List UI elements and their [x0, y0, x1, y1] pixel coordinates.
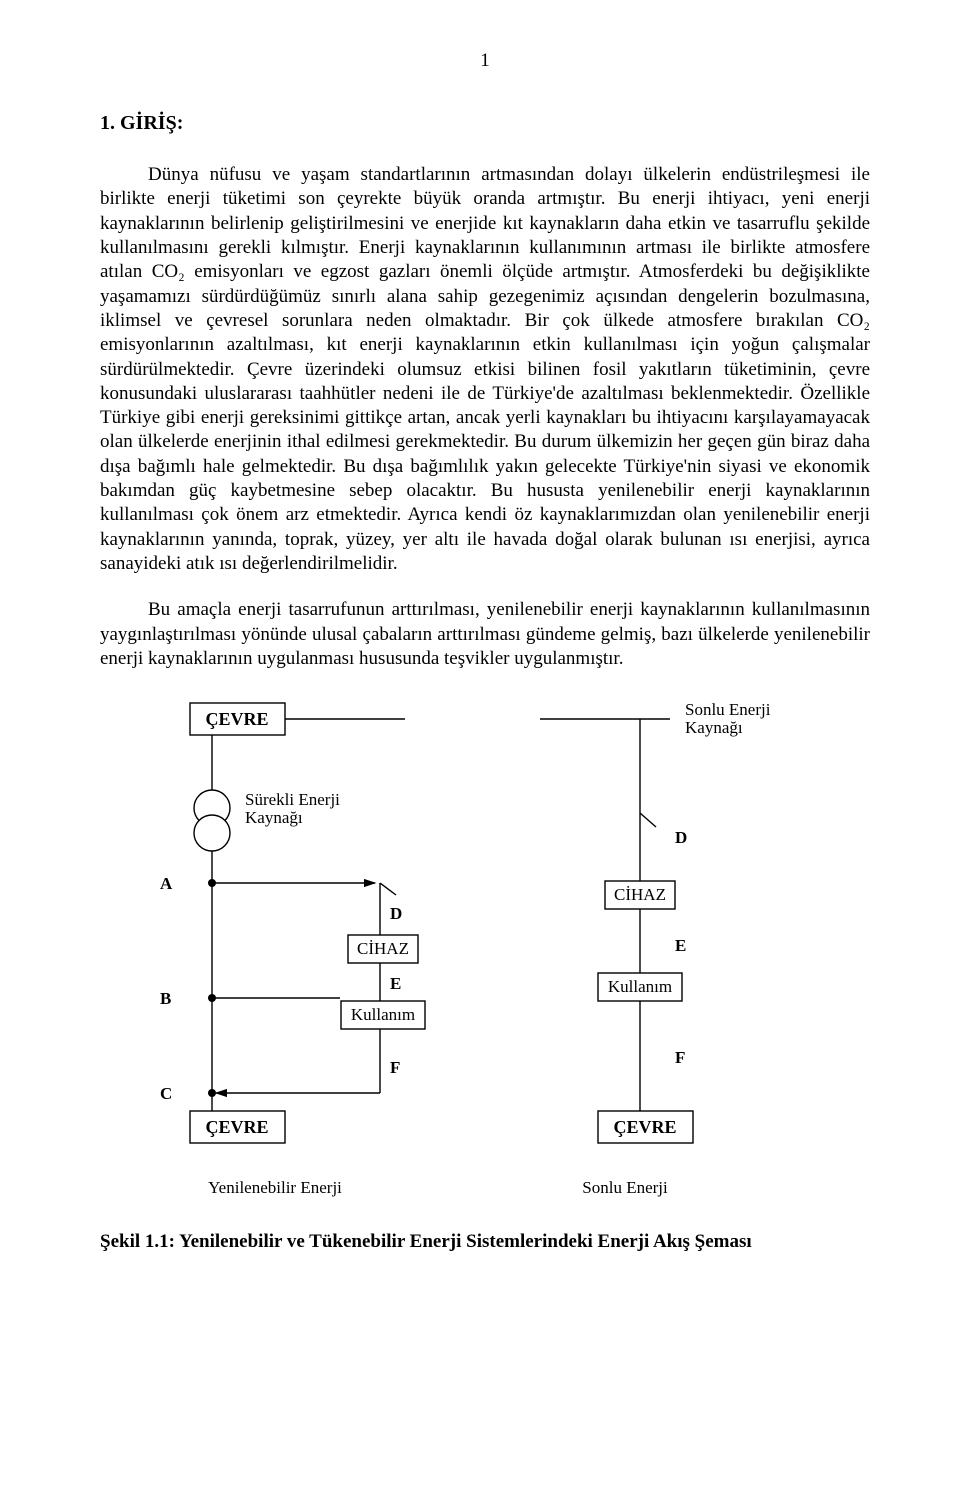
paragraph-2: Bu amaçla enerji tasarrufunun arttırılma… — [100, 598, 870, 671]
continuous-source-label-1: Sürekli Enerji — [245, 790, 340, 809]
kullanim-left-label: Kullanım — [351, 1005, 415, 1024]
diagram-svg: ÇEVRE Sürekli Enerji Kaynağı A B C — [100, 693, 870, 1213]
label-D-right: D — [675, 828, 687, 847]
cevre-bottom-right-label: ÇEVRE — [613, 1117, 676, 1137]
label-F-left: F — [390, 1058, 400, 1077]
label-D-left: D — [390, 904, 402, 923]
page-number: 1 — [100, 50, 870, 72]
label-F-right: F — [675, 1048, 685, 1067]
right-system-caption: Sonlu Enerji — [582, 1178, 668, 1197]
label-E-left: E — [390, 974, 401, 993]
cihaz-left-label: CİHAZ — [357, 939, 409, 958]
kullanim-right-label: Kullanım — [608, 977, 672, 996]
paragraph-1: Dünya nüfusu ve yaşam standartlarının ar… — [100, 163, 870, 576]
energy-flow-diagram: ÇEVRE Sürekli Enerji Kaynağı A B C — [100, 693, 870, 1213]
cevre-bottom-left-label: ÇEVRE — [205, 1117, 268, 1137]
continuous-source-icon — [194, 790, 230, 851]
figure-caption: Şekil 1.1: Yenilenebilir ve Tükenebilir … — [100, 1231, 870, 1253]
label-E-right: E — [675, 936, 686, 955]
section-heading: 1. GİRİŞ: — [100, 112, 870, 135]
label-A: A — [160, 874, 173, 893]
label-B: B — [160, 989, 171, 1008]
label-C: C — [160, 1084, 172, 1103]
continuous-source-label-2: Kaynağı — [245, 808, 303, 827]
cihaz-right-label: CİHAZ — [614, 885, 666, 904]
left-system-caption: Yenilenebilir Enerji — [208, 1178, 342, 1197]
cevre-top-left-label: ÇEVRE — [205, 709, 268, 729]
finite-source-label-2: Kaynağı — [685, 718, 743, 737]
finite-source-label-1: Sonlu Enerji — [685, 700, 771, 719]
